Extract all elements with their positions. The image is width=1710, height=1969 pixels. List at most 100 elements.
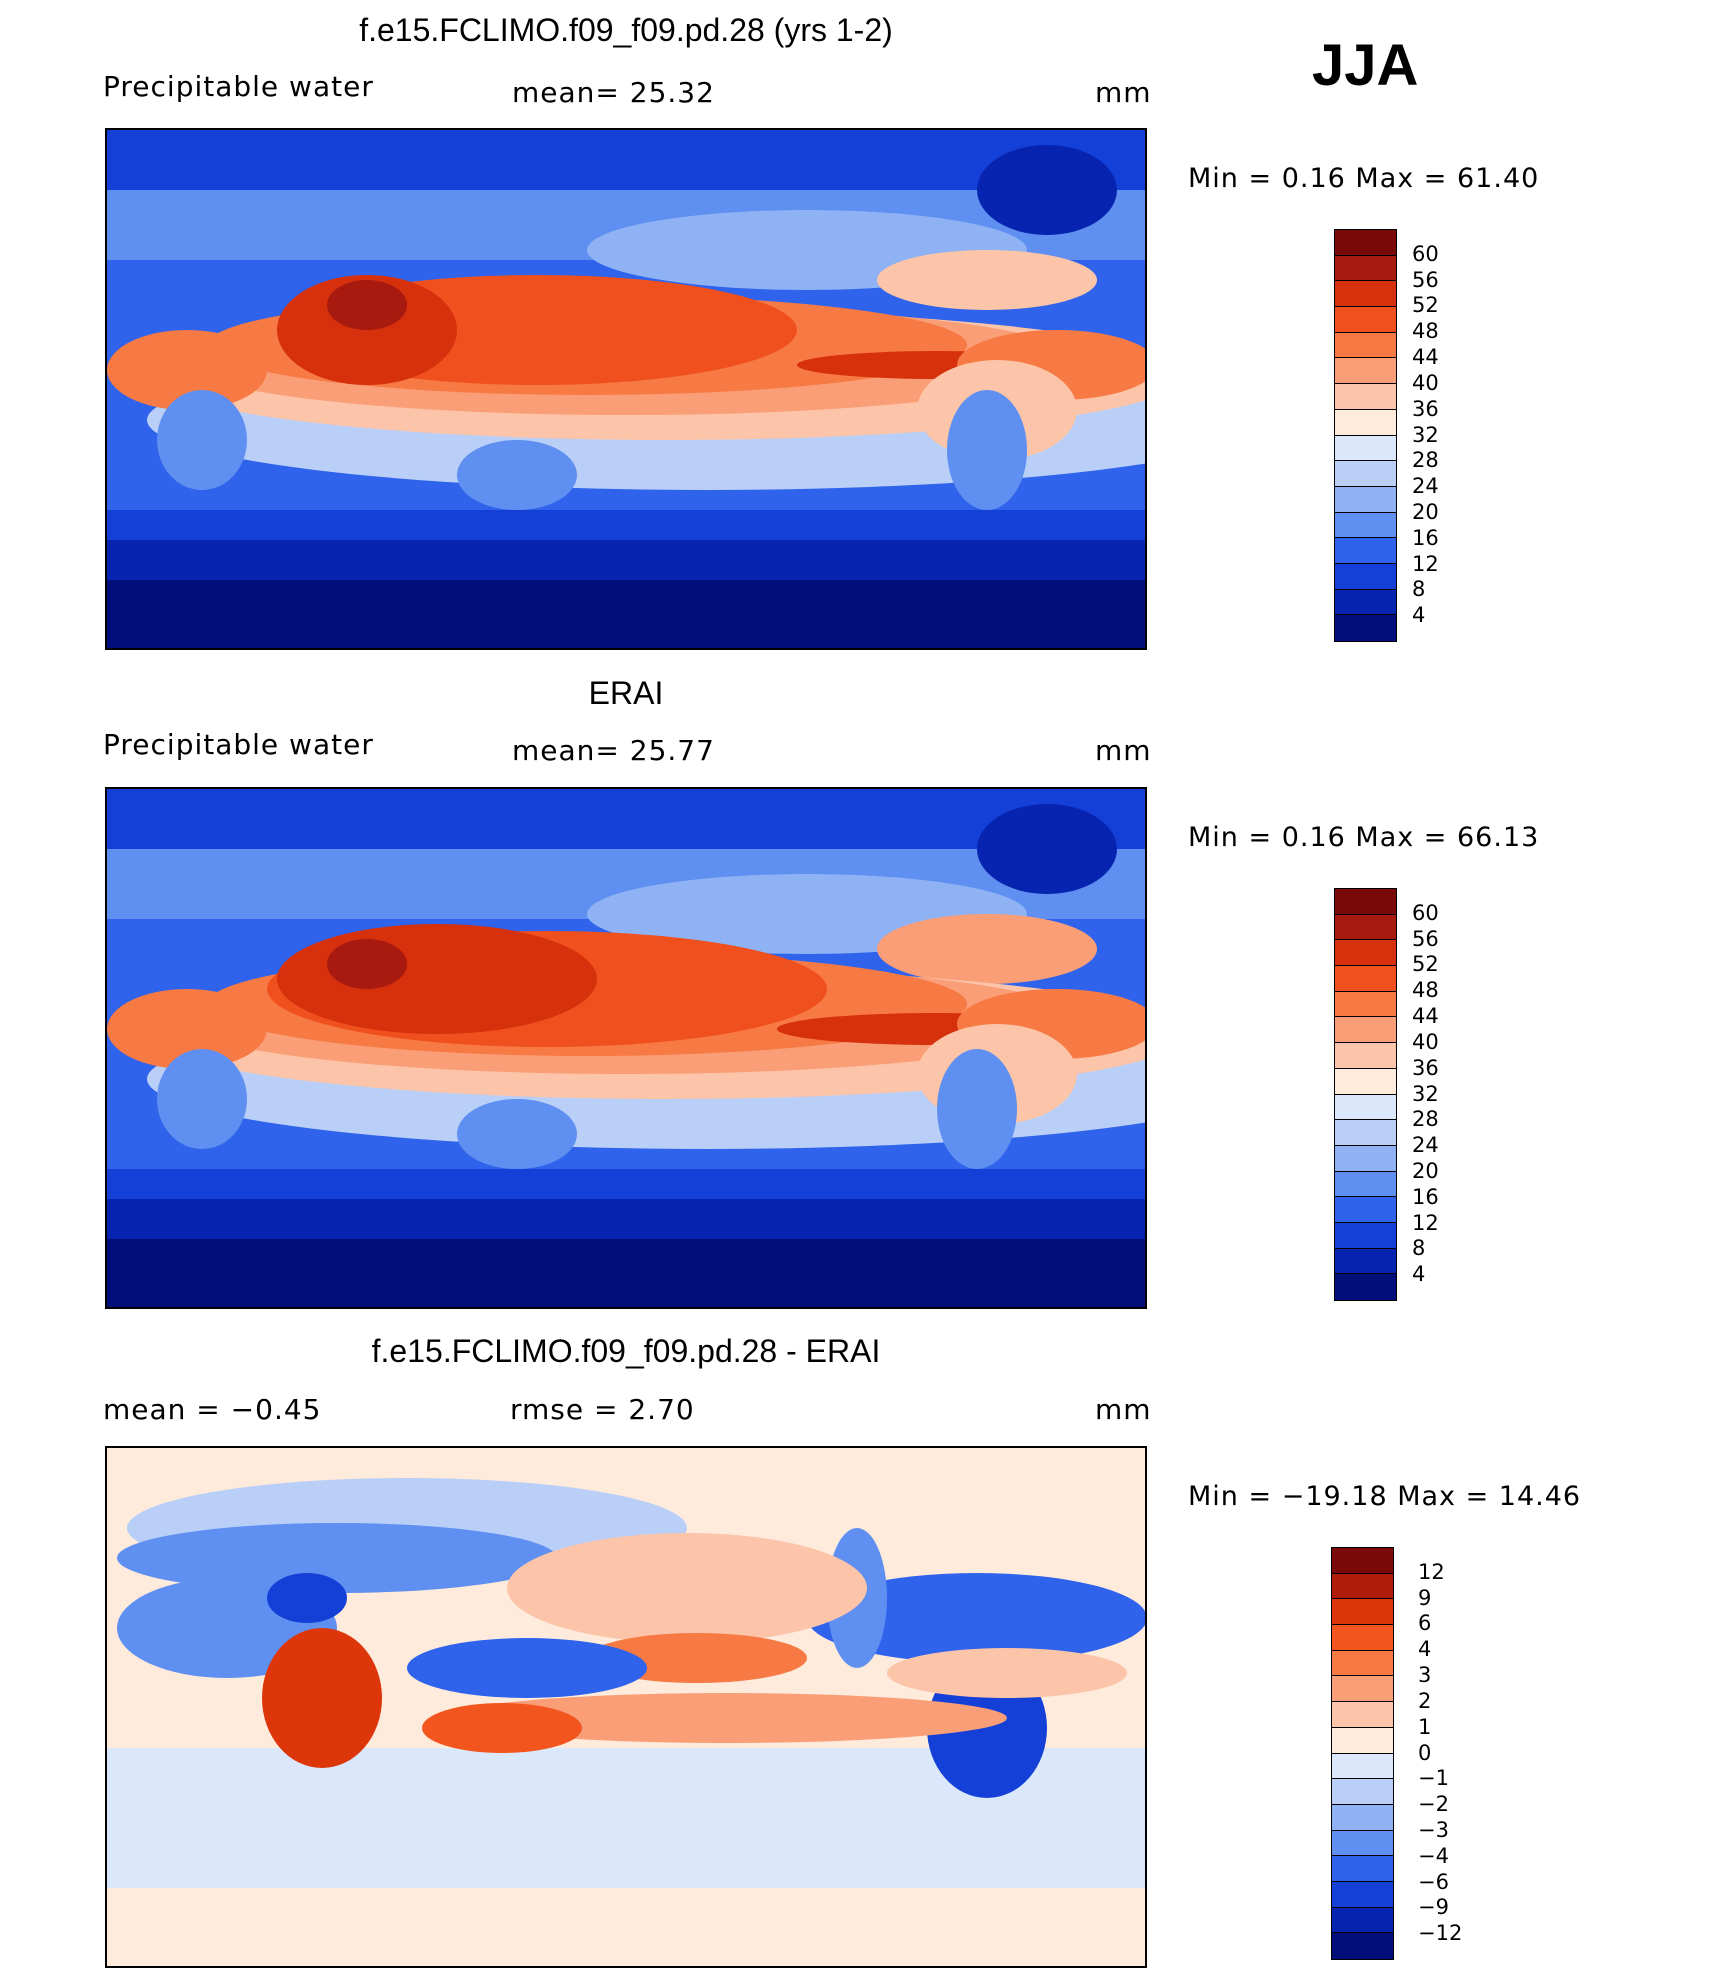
colorbar-swatch [1335, 281, 1396, 308]
colorbar-tick-label: 52 [1412, 293, 1439, 318]
colorbar-swatch [1332, 1856, 1393, 1882]
colorbar-tick-label: 60 [1412, 900, 1439, 925]
colorbar-tick-label: 36 [1412, 396, 1439, 421]
panel3-map [105, 1446, 1147, 1968]
colorbar-swatch [1335, 461, 1396, 487]
colorbar-swatch [1335, 1017, 1396, 1044]
colorbar-tick-label: 20 [1412, 1158, 1439, 1183]
colorbar-tick-label: 32 [1412, 422, 1439, 447]
colorbar-tick-label: −4 [1418, 1843, 1449, 1868]
colorbar-swatch [1335, 914, 1396, 941]
panel2-map [105, 787, 1147, 1309]
colorbar-tick-label: 32 [1412, 1081, 1439, 1106]
colorbar-swatch [1335, 1068, 1396, 1095]
colorbar-tick-label: 24 [1412, 1133, 1439, 1158]
colorbar-swatch [1332, 1548, 1393, 1574]
panel1-variable-label: Precipitable water [103, 70, 374, 103]
colorbar-swatch [1332, 1933, 1393, 1959]
colorbar-swatch [1335, 1248, 1396, 1275]
colorbar-swatch [1335, 486, 1396, 513]
colorbar-tick-label: 36 [1412, 1055, 1439, 1080]
panel2-variable-label: Precipitable water [103, 728, 374, 761]
colorbar-tick-label: 4 [1412, 1262, 1426, 1287]
colorbar-tick-label: 2 [1418, 1688, 1432, 1713]
panel3-colorbar-ticks: 12 9 6 4 3 2 1 0 −1 −2 −3 −4 −6 −9 −12 [1418, 1547, 1478, 1960]
colorbar-swatch [1332, 1753, 1393, 1780]
panel1-map-field [107, 130, 1145, 648]
colorbar-tick-label: 60 [1412, 241, 1439, 266]
colorbar-swatch [1335, 889, 1396, 915]
panel3-colorbar [1331, 1547, 1394, 1960]
colorbar-swatch [1335, 966, 1396, 992]
colorbar-swatch [1335, 1043, 1396, 1069]
colorbar-swatch [1332, 1779, 1393, 1805]
colorbar-swatch [1332, 1830, 1393, 1857]
panel1-minmax: Min = 0.16 Max = 61.40 [1188, 163, 1540, 194]
colorbar-swatch [1335, 563, 1396, 590]
colorbar-swatch [1335, 1094, 1396, 1121]
colorbar-swatch [1335, 230, 1396, 256]
colorbar-swatch [1332, 1676, 1393, 1703]
colorbar-swatch [1335, 1145, 1396, 1172]
colorbar-swatch [1335, 332, 1396, 359]
panel1-units: mm [1095, 76, 1152, 109]
colorbar-swatch [1332, 1650, 1393, 1677]
colorbar-tick-label: 28 [1412, 1107, 1439, 1132]
colorbar-tick-label: 40 [1412, 370, 1439, 395]
colorbar-tick-label: 48 [1412, 978, 1439, 1003]
colorbar-tick-label: 4 [1418, 1637, 1432, 1662]
colorbar-swatch [1332, 1573, 1393, 1600]
colorbar-tick-label: 56 [1412, 267, 1439, 292]
panel3-minmax: Min = −19.18 Max = 14.46 [1188, 1481, 1582, 1512]
colorbar-tick-label: 28 [1412, 448, 1439, 473]
colorbar-swatch [1335, 615, 1396, 641]
colorbar-tick-label: 56 [1412, 926, 1439, 951]
panel1-colorbar-ticks: 60 56 52 48 44 40 36 32 28 24 20 16 12 8 4 [1412, 229, 1472, 642]
colorbar-tick-label: −6 [1418, 1869, 1449, 1894]
panel3-units: mm [1095, 1393, 1152, 1426]
panel2-colorbar-ticks: 60 56 52 48 44 40 36 32 28 24 20 16 12 8 4 [1412, 888, 1472, 1301]
colorbar-swatch [1335, 409, 1396, 436]
colorbar-swatch [1335, 1197, 1396, 1223]
colorbar-swatch [1335, 1120, 1396, 1146]
panel2-title: ERAI [588, 675, 664, 711]
colorbar-tick-label: 9 [1418, 1585, 1432, 1610]
colorbar-swatch [1335, 538, 1396, 564]
colorbar-tick-label: 52 [1412, 952, 1439, 977]
colorbar-tick-label: 40 [1412, 1029, 1439, 1054]
colorbar-tick-label: 12 [1412, 1210, 1439, 1235]
panel2-minmax: Min = 0.16 Max = 66.13 [1188, 822, 1540, 853]
colorbar-swatch [1332, 1881, 1393, 1908]
colorbar-swatch [1335, 1171, 1396, 1198]
colorbar-swatch [1335, 255, 1396, 282]
panel1-mean-label: mean= 25.32 [512, 76, 715, 109]
panel3-map-field [107, 1448, 1145, 1966]
colorbar-tick-label: 4 [1412, 603, 1426, 628]
colorbar-tick-label: 12 [1418, 1559, 1445, 1584]
colorbar-tick-label: 44 [1412, 1004, 1439, 1029]
colorbar-swatch [1335, 512, 1396, 539]
panel3-mean-label: mean = −0.45 [103, 1393, 322, 1426]
colorbar-swatch [1335, 435, 1396, 462]
colorbar-tick-label: −9 [1418, 1895, 1449, 1920]
colorbar-swatch [1335, 589, 1396, 616]
colorbar-swatch [1332, 1599, 1393, 1626]
colorbar-tick-label: −3 [1418, 1817, 1449, 1842]
panel2-mean-label: mean= 25.77 [512, 734, 715, 767]
panel3-rmse-label: rmse = 2.70 [510, 1393, 695, 1426]
colorbar-tick-label: 6 [1418, 1611, 1432, 1636]
panel1-colorbar [1334, 229, 1397, 642]
colorbar-swatch [1332, 1907, 1393, 1934]
colorbar-tick-label: 1 [1418, 1714, 1432, 1739]
colorbar-tick-label: 24 [1412, 474, 1439, 499]
colorbar-tick-label: 44 [1412, 345, 1439, 370]
colorbar-tick-label: 20 [1412, 499, 1439, 524]
colorbar-swatch [1335, 1222, 1396, 1249]
panel3-title: f.e15.FCLIMO.f09_f09.pd.28 - ERAI [371, 1333, 881, 1369]
colorbar-swatch [1332, 1804, 1393, 1831]
colorbar-swatch [1332, 1727, 1393, 1754]
panel1-map [105, 128, 1147, 650]
colorbar-tick-label: 3 [1418, 1663, 1432, 1688]
colorbar-tick-label: 16 [1412, 1184, 1439, 1209]
panel2-colorbar [1334, 888, 1397, 1301]
